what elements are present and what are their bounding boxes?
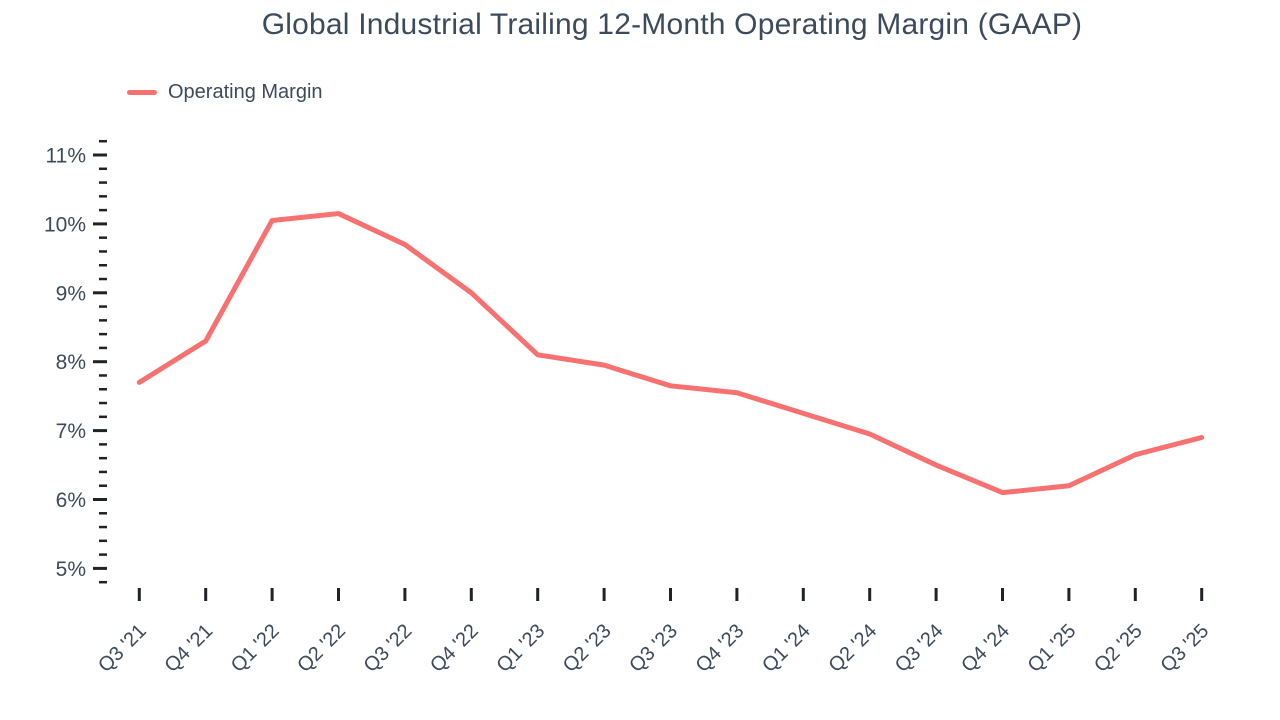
- x-axis-label: Q4 '23: [692, 620, 749, 677]
- x-axis-label: Q4 '22: [426, 620, 483, 677]
- y-axis-label: 8%: [56, 351, 86, 374]
- legend-item-operating-margin[interactable]: Operating Margin: [127, 81, 323, 104]
- x-axis-label: Q4 '24: [957, 620, 1014, 677]
- y-axis-label: 7%: [56, 420, 86, 443]
- y-axis-label: 5%: [56, 558, 86, 581]
- x-axis-label: Q2 '25: [1090, 620, 1147, 677]
- y-axis: 5% 6% 7% 8% 9% 10% 11%: [44, 139, 107, 584]
- series-line-operating-margin: [136, 211, 1205, 496]
- x-axis-label: Q1 '25: [1024, 620, 1081, 677]
- x-axis-label: Q3 '24: [891, 620, 948, 677]
- y-axis-label: 6%: [56, 489, 86, 512]
- legend-label: Operating Margin: [168, 81, 323, 103]
- x-axis: Q3 '21 Q4 '21 Q1 '22 Q2 '22 Q3 '22 Q4 '22 Q1 '…: [94, 588, 1213, 677]
- x-axis-label: Q1 '24: [758, 620, 815, 677]
- x-axis-label: Q3 '22: [360, 620, 417, 677]
- y-axis-label: 10%: [44, 213, 86, 236]
- x-axis-label: Q3 '21: [94, 620, 151, 677]
- legend-line-swatch-icon: [127, 90, 157, 95]
- x-axis-label: Q2 '22: [293, 620, 350, 677]
- chart-title: Global Industrial Trailing 12-Month Oper…: [261, 8, 1083, 41]
- y-axis-label: 11%: [46, 145, 86, 168]
- x-axis-label: Q1 '23: [492, 620, 549, 677]
- x-axis-label: Q4 '21: [160, 620, 217, 677]
- x-axis-label: Q3 '25: [1156, 620, 1213, 677]
- x-axis-label: Q2 '23: [559, 620, 616, 677]
- y-axis-label: 9%: [56, 282, 86, 305]
- x-axis-label: Q2 '24: [824, 620, 881, 677]
- x-axis-label: Q1 '22: [227, 620, 284, 677]
- x-axis-label: Q3 '23: [625, 620, 682, 677]
